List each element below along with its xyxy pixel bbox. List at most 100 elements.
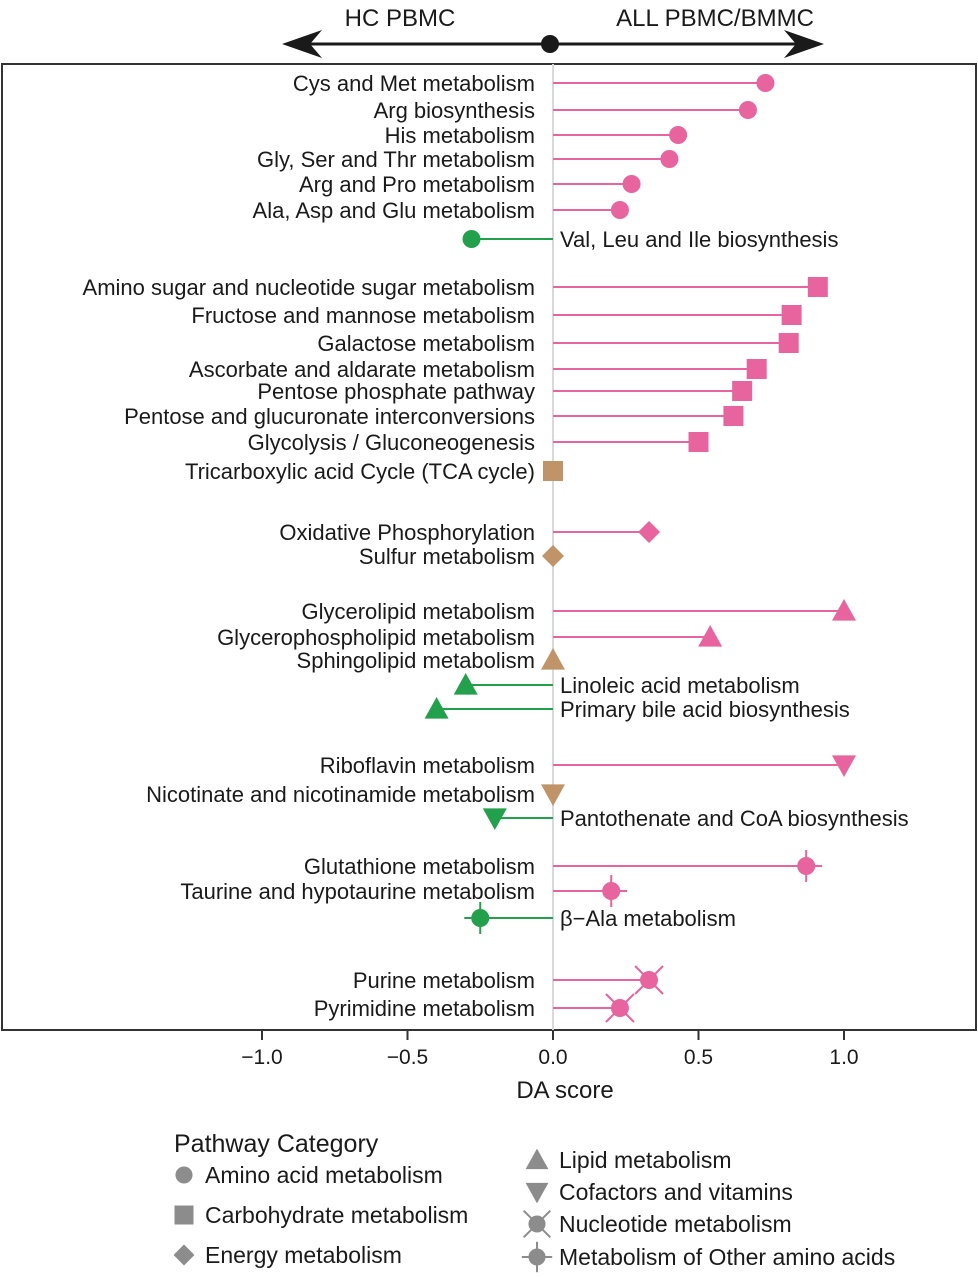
point-arg-and-pro-metabolism-marker-circle [622, 175, 641, 193]
legend-item-metabolism-of-other-amino-acids-icon [521, 1241, 553, 1273]
point-tricarboxylic-acid-cycle-tca-cycle-marker-square [543, 461, 563, 481]
point-galactose-metabolism-marker [778, 333, 799, 353]
point-arg-and-pro-metabolism-marker [622, 175, 641, 193]
point-oxidative-phosphorylation-marker [638, 521, 661, 543]
legend-item-nucleotide-metabolism: Nucleotide metabolism [522, 1209, 792, 1239]
point-purine-metabolism-marker [634, 965, 664, 995]
point-his-metabolism-marker-circle [669, 126, 688, 144]
point-gly-ser-and-thr-metabolism: Gly, Ser and Thr metabolism [257, 147, 679, 172]
point-pyrimidine-metabolism-marker [605, 993, 635, 1023]
x-tick-label: 0.0 [538, 1046, 567, 1069]
point-linoleic-acid-metabolism-marker-triangle [453, 673, 478, 695]
legend-item-cofactors-and-vitamins-label: Cofactors and vitamins [559, 1179, 793, 1205]
point-pantothenate-and-coa-biosynthesis-marker-triangle [482, 808, 507, 830]
point-sulfur-metabolism-marker-diamond [542, 545, 564, 567]
point-fructose-and-mannose-metabolism-marker-square [781, 305, 802, 325]
point-fructose-and-mannose-metabolism-marker [781, 305, 802, 325]
point-pentose-and-glucuronate-interconversions-label: Pentose and glucuronate interconversions [124, 404, 535, 429]
point-tricarboxylic-acid-cycle-tca-cycle-label: Tricarboxylic acid Cycle (TCA cycle) [185, 459, 535, 484]
point-arg-biosynthesis-marker-circle [738, 101, 757, 119]
legend-item-metabolism-of-other-amino-acids-icon-circle [528, 1248, 546, 1266]
point-glycerophospholipid-metabolism-marker-triangle [698, 625, 723, 647]
legend-item-metabolism-of-other-amino-acids: Metabolism of Other amino acids [521, 1241, 895, 1273]
legend-item-carbohydrate-metabolism: Carbohydrate metabolism [174, 1202, 468, 1228]
point-taurine-and-hypotaurine-metabolism: Taurine and hypotaurine metabolism [180, 875, 628, 907]
point-pantothenate-and-coa-biosynthesis-label: Pantothenate and CoA biosynthesis [560, 806, 909, 831]
legend: Pathway Category Amino acid metabolism Ca… [173, 1130, 895, 1273]
point-pyrimidine-metabolism-label: Pyrimidine metabolism [314, 996, 535, 1021]
legend-item-amino-acid-metabolism-label: Amino acid metabolism [205, 1162, 443, 1188]
point-amino-sugar-and-nucleotide-sugar-metabolism-marker [807, 277, 828, 297]
point-tricarboxylic-acid-cycle-tca-cycle: Tricarboxylic acid Cycle (TCA cycle) [185, 459, 563, 484]
point-glycolysis-gluconeogenesis-marker-square [688, 432, 709, 452]
point-nicotinate-and-nicotinamide-metabolism-marker [541, 784, 565, 806]
direction-right-label: ALL PBMC/BMMC [616, 5, 814, 32]
point-primary-bile-acid-biosynthesis-label: Primary bile acid biosynthesis [560, 697, 850, 722]
point-cys-and-met-metabolism-label: Cys and Met metabolism [293, 71, 535, 96]
point-purine-metabolism-label: Purine metabolism [353, 968, 535, 993]
point-amino-sugar-and-nucleotide-sugar-metabolism-label: Amino sugar and nucleotide sugar metabol… [83, 275, 535, 300]
point-his-metabolism-marker [669, 126, 688, 144]
legend-item-cofactors-and-vitamins-icon [525, 1182, 549, 1204]
legend-item-lipid-metabolism-icon [525, 1148, 549, 1170]
point-amino-sugar-and-nucleotide-sugar-metabolism-marker-square [807, 277, 828, 297]
legend-item-nucleotide-metabolism-label: Nucleotide metabolism [559, 1211, 792, 1237]
point-ala-asp-and-glu-metabolism-marker-circle [610, 201, 629, 219]
point-ascorbate-and-aldarate-metabolism: Ascorbate and aldarate metabolism [189, 357, 767, 382]
arrow-center-dot [541, 35, 559, 53]
point-galactose-metabolism: Galactose metabolism [317, 331, 799, 356]
point-pentose-phosphate-pathway-label: Pentose phosphate pathway [257, 379, 535, 404]
point-sulfur-metabolism-marker [542, 545, 564, 567]
point-ascorbate-and-aldarate-metabolism-marker [746, 359, 767, 379]
point-cys-and-met-metabolism: Cys and Met metabolism [293, 71, 775, 96]
point-gly-ser-and-thr-metabolism-marker [660, 150, 679, 168]
point-oxidative-phosphorylation: Oxidative Phosphorylation [279, 520, 661, 545]
point-taurine-and-hypotaurine-metabolism-marker [595, 875, 628, 907]
point-purine-metabolism-marker-circle [640, 971, 659, 989]
point-his-metabolism-label: His metabolism [385, 123, 535, 148]
point-glycerophospholipid-metabolism: Glycerophospholipid metabolism [217, 625, 723, 650]
point-arg-biosynthesis-marker [738, 101, 757, 119]
point-val-leu-and-ile-biosynthesis: Val, Leu and Ile biosynthesis [462, 227, 838, 252]
point-purine-metabolism: Purine metabolism [353, 965, 664, 995]
point-pyrimidine-metabolism: Pyrimidine metabolism [314, 993, 635, 1023]
point-glutathione-metabolism: Glutathione metabolism [304, 850, 823, 882]
point-pantothenate-and-coa-biosynthesis-marker [482, 808, 507, 830]
legend-item-lipid-metabolism: Lipid metabolism [525, 1147, 732, 1173]
point-ala-asp-and-glu-metabolism-marker [610, 201, 629, 219]
arrow-right-icon [784, 30, 824, 58]
point-arg-biosynthesis: Arg biosynthesis [374, 98, 757, 123]
point-ala-asp-and-glu-metabolism: Ala, Asp and Glu metabolism [253, 198, 629, 223]
point-riboflavin-metabolism-marker [832, 755, 856, 777]
arrow-left-icon [282, 30, 322, 58]
point-linoleic-acid-metabolism-label: Linoleic acid metabolism [560, 673, 800, 698]
point-ala-metabolism: β−Ala metabolism [464, 902, 736, 934]
point-linoleic-acid-metabolism-marker [453, 673, 478, 695]
x-tick-label: 0.5 [684, 1046, 713, 1069]
point-cys-and-met-metabolism-marker [756, 74, 775, 92]
point-primary-bile-acid-biosynthesis-marker-triangle [424, 697, 449, 719]
point-pentose-phosphate-pathway-marker [732, 381, 753, 401]
point-taurine-and-hypotaurine-metabolism-label: Taurine and hypotaurine metabolism [180, 879, 535, 904]
legend-item-amino-acid-metabolism: Amino acid metabolism [175, 1162, 443, 1188]
point-pentose-and-glucuronate-interconversions-marker [723, 406, 744, 426]
point-oxidative-phosphorylation-marker-diamond [638, 521, 661, 543]
legend-item-nucleotide-metabolism-icon [522, 1209, 552, 1239]
x-tick-label: 1.0 [829, 1046, 858, 1069]
point-galactose-metabolism-label: Galactose metabolism [317, 331, 535, 356]
x-axis: −1.0 −0.5 0.0 0.5 1.0 [241, 1030, 859, 1069]
point-glycerolipid-metabolism-marker [832, 599, 856, 621]
point-pyrimidine-metabolism-marker-circle [610, 999, 629, 1017]
point-glycerophospholipid-metabolism-marker [698, 625, 723, 647]
legend-item-nucleotide-metabolism-icon-circle [528, 1215, 546, 1233]
point-pentose-and-glucuronate-interconversions: Pentose and glucuronate interconversions [124, 404, 744, 429]
point-his-metabolism: His metabolism [385, 123, 688, 148]
point-fructose-and-mannose-metabolism-label: Fructose and mannose metabolism [191, 303, 535, 328]
legend-item-metabolism-of-other-amino-acids-label: Metabolism of Other amino acids [559, 1244, 895, 1270]
legend-item-lipid-metabolism-label: Lipid metabolism [559, 1147, 732, 1173]
legend-item-lipid-metabolism-icon-triangle [525, 1148, 549, 1170]
legend-title: Pathway Category [174, 1130, 379, 1158]
point-glycerolipid-metabolism: Glycerolipid metabolism [301, 599, 856, 624]
point-glycerolipid-metabolism-label: Glycerolipid metabolism [301, 599, 535, 624]
point-glutathione-metabolism-label: Glutathione metabolism [304, 854, 535, 879]
